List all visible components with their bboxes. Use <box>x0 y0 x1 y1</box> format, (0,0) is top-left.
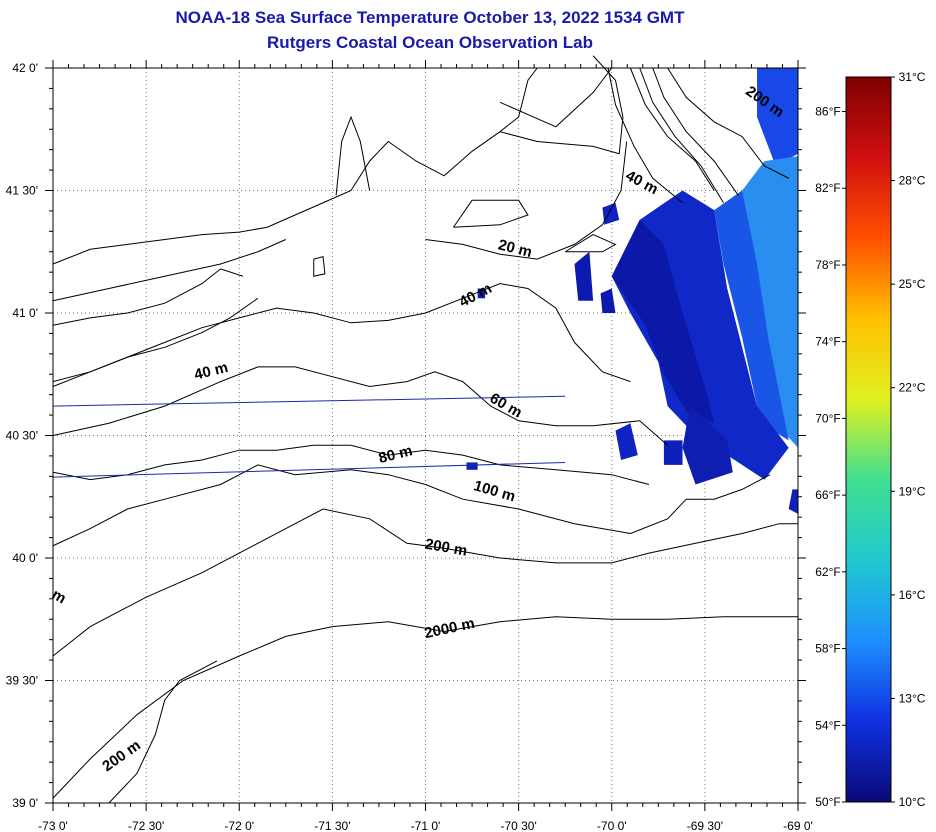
sst-pixel-region <box>714 190 789 441</box>
sst-pixel-region <box>682 406 733 485</box>
isobath-line <box>52 508 798 657</box>
isobath-line <box>52 444 650 485</box>
lat-tick-label: 42 0' <box>12 61 38 75</box>
coastline-segment <box>52 268 244 326</box>
isobath-label: 20 m <box>496 236 533 261</box>
coastline <box>52 55 624 387</box>
map-frame: -73 0' -72 30' -72 0' -71 30' -71 0' -70 30' -… <box>6 60 813 832</box>
isobath-label: 60 m <box>487 390 525 422</box>
coastline-segment <box>52 297 259 387</box>
track-line <box>52 461 566 478</box>
celsius-tick-label: 19°C <box>899 484 926 498</box>
celsius-tick-label: 16°C <box>899 588 926 602</box>
coastline-segment <box>52 67 538 265</box>
isobath-label: 80 m <box>377 442 414 467</box>
fahrenheit-tick-label: 82°F <box>815 181 840 195</box>
isobath-line <box>52 283 631 383</box>
lon-tick-label: -71 30' <box>314 819 350 832</box>
lat-tick-label: 40 30' <box>6 429 38 443</box>
fahrenheit-tick-label: 66°F <box>815 488 840 502</box>
isobath-line <box>652 67 739 196</box>
sst-pixel-region <box>788 489 798 514</box>
isobath-line <box>667 67 789 179</box>
sst-pixel-region <box>600 288 616 313</box>
fahrenheit-tick-label: 74°F <box>815 335 840 349</box>
lon-tick-label: -72 0' <box>224 819 254 832</box>
bathymetry-contours <box>52 67 798 804</box>
lon-tick-label: -72 30' <box>128 819 164 832</box>
isobath-line <box>425 141 628 260</box>
track-line <box>52 395 566 407</box>
isobath-line <box>639 67 724 204</box>
lon-tick-label: -69 30' <box>687 819 723 832</box>
sst-pixel-region <box>477 288 486 299</box>
isobath-label: 2000 m <box>423 615 476 642</box>
isobath-line <box>52 464 771 547</box>
fahrenheit-tick-label: 58°F <box>815 642 840 656</box>
map-title: NOAA-18 Sea Surface Temperature October … <box>175 8 685 27</box>
sst-pixel-region <box>663 440 683 465</box>
sst-pixel-region <box>611 219 715 424</box>
lat-tick-label: 39 0' <box>12 796 38 810</box>
satellite-track-lines <box>52 395 566 478</box>
isobath-line <box>52 616 798 799</box>
coastline-segment <box>453 199 529 228</box>
fahrenheit-tick-label: 50°F <box>815 795 840 809</box>
isobath-label: m <box>49 586 69 607</box>
celsius-tick-label: 31°C <box>899 70 926 84</box>
map-subtitle: Rutgers Coastal Ocean Observation Lab <box>267 33 593 52</box>
sst-pixel-region <box>466 462 478 470</box>
celsius-tick-label: 13°C <box>899 691 926 705</box>
isobath-label: 40 m <box>456 280 494 311</box>
sst-pixel-region <box>742 156 798 448</box>
lon-tick-label: -71 0' <box>411 819 441 832</box>
lat-tick-label: 40 0' <box>12 551 38 565</box>
temperature-colorbar: 31°C 28°C 25°C 22°C 19°C 16°C 13°C 10°C 86°F 82°F… <box>815 70 925 809</box>
coastline-segment <box>564 234 617 253</box>
isobath-line <box>52 239 287 302</box>
fahrenheit-tick-label: 78°F <box>815 258 840 272</box>
coastline-segment <box>499 55 624 155</box>
sst-pixel-region <box>757 68 798 166</box>
lon-tick-label: -69 0' <box>783 819 813 832</box>
isobath-label: 40 m <box>623 167 661 198</box>
lat-tick-label: 41 30' <box>6 184 38 198</box>
celsius-tick-label: 28°C <box>899 174 926 188</box>
lon-tick-label: -70 30' <box>500 819 536 832</box>
lat-tick-label: 39 30' <box>6 674 38 688</box>
isobath-line <box>607 67 683 204</box>
fahrenheit-tick-label: 86°F <box>815 105 840 119</box>
isobath-label: 200 m <box>99 737 144 775</box>
fahrenheit-tick-label: 70°F <box>815 411 840 425</box>
isobath-label: 100 m <box>472 477 518 505</box>
sst-data-layer <box>466 68 798 514</box>
isobath-line <box>499 67 613 128</box>
coastline-segment <box>313 256 326 277</box>
celsius-tick-label: 10°C <box>899 795 926 809</box>
fahrenheit-tick-label: 62°F <box>815 565 840 579</box>
celsius-tick-label: 22°C <box>899 381 926 395</box>
fahrenheit-tick-label: 54°F <box>815 718 840 732</box>
isobath-line <box>629 67 715 191</box>
celsius-tick-label: 25°C <box>899 277 926 291</box>
isobath-line <box>52 366 668 446</box>
sst-pixel-region <box>602 202 620 225</box>
isobath-line <box>108 660 218 804</box>
map-grid <box>53 68 798 803</box>
coastline-segment <box>335 115 371 196</box>
lat-tick-label: 41 0' <box>12 306 38 320</box>
sst-pixel-region <box>615 423 638 460</box>
colorbar-gradient <box>845 76 892 803</box>
lon-tick-label: -70 0' <box>597 819 627 832</box>
sst-pixel-region <box>574 251 594 301</box>
isobath-label: 200 m <box>424 536 469 560</box>
lon-tick-label: -73 0' <box>38 819 68 832</box>
